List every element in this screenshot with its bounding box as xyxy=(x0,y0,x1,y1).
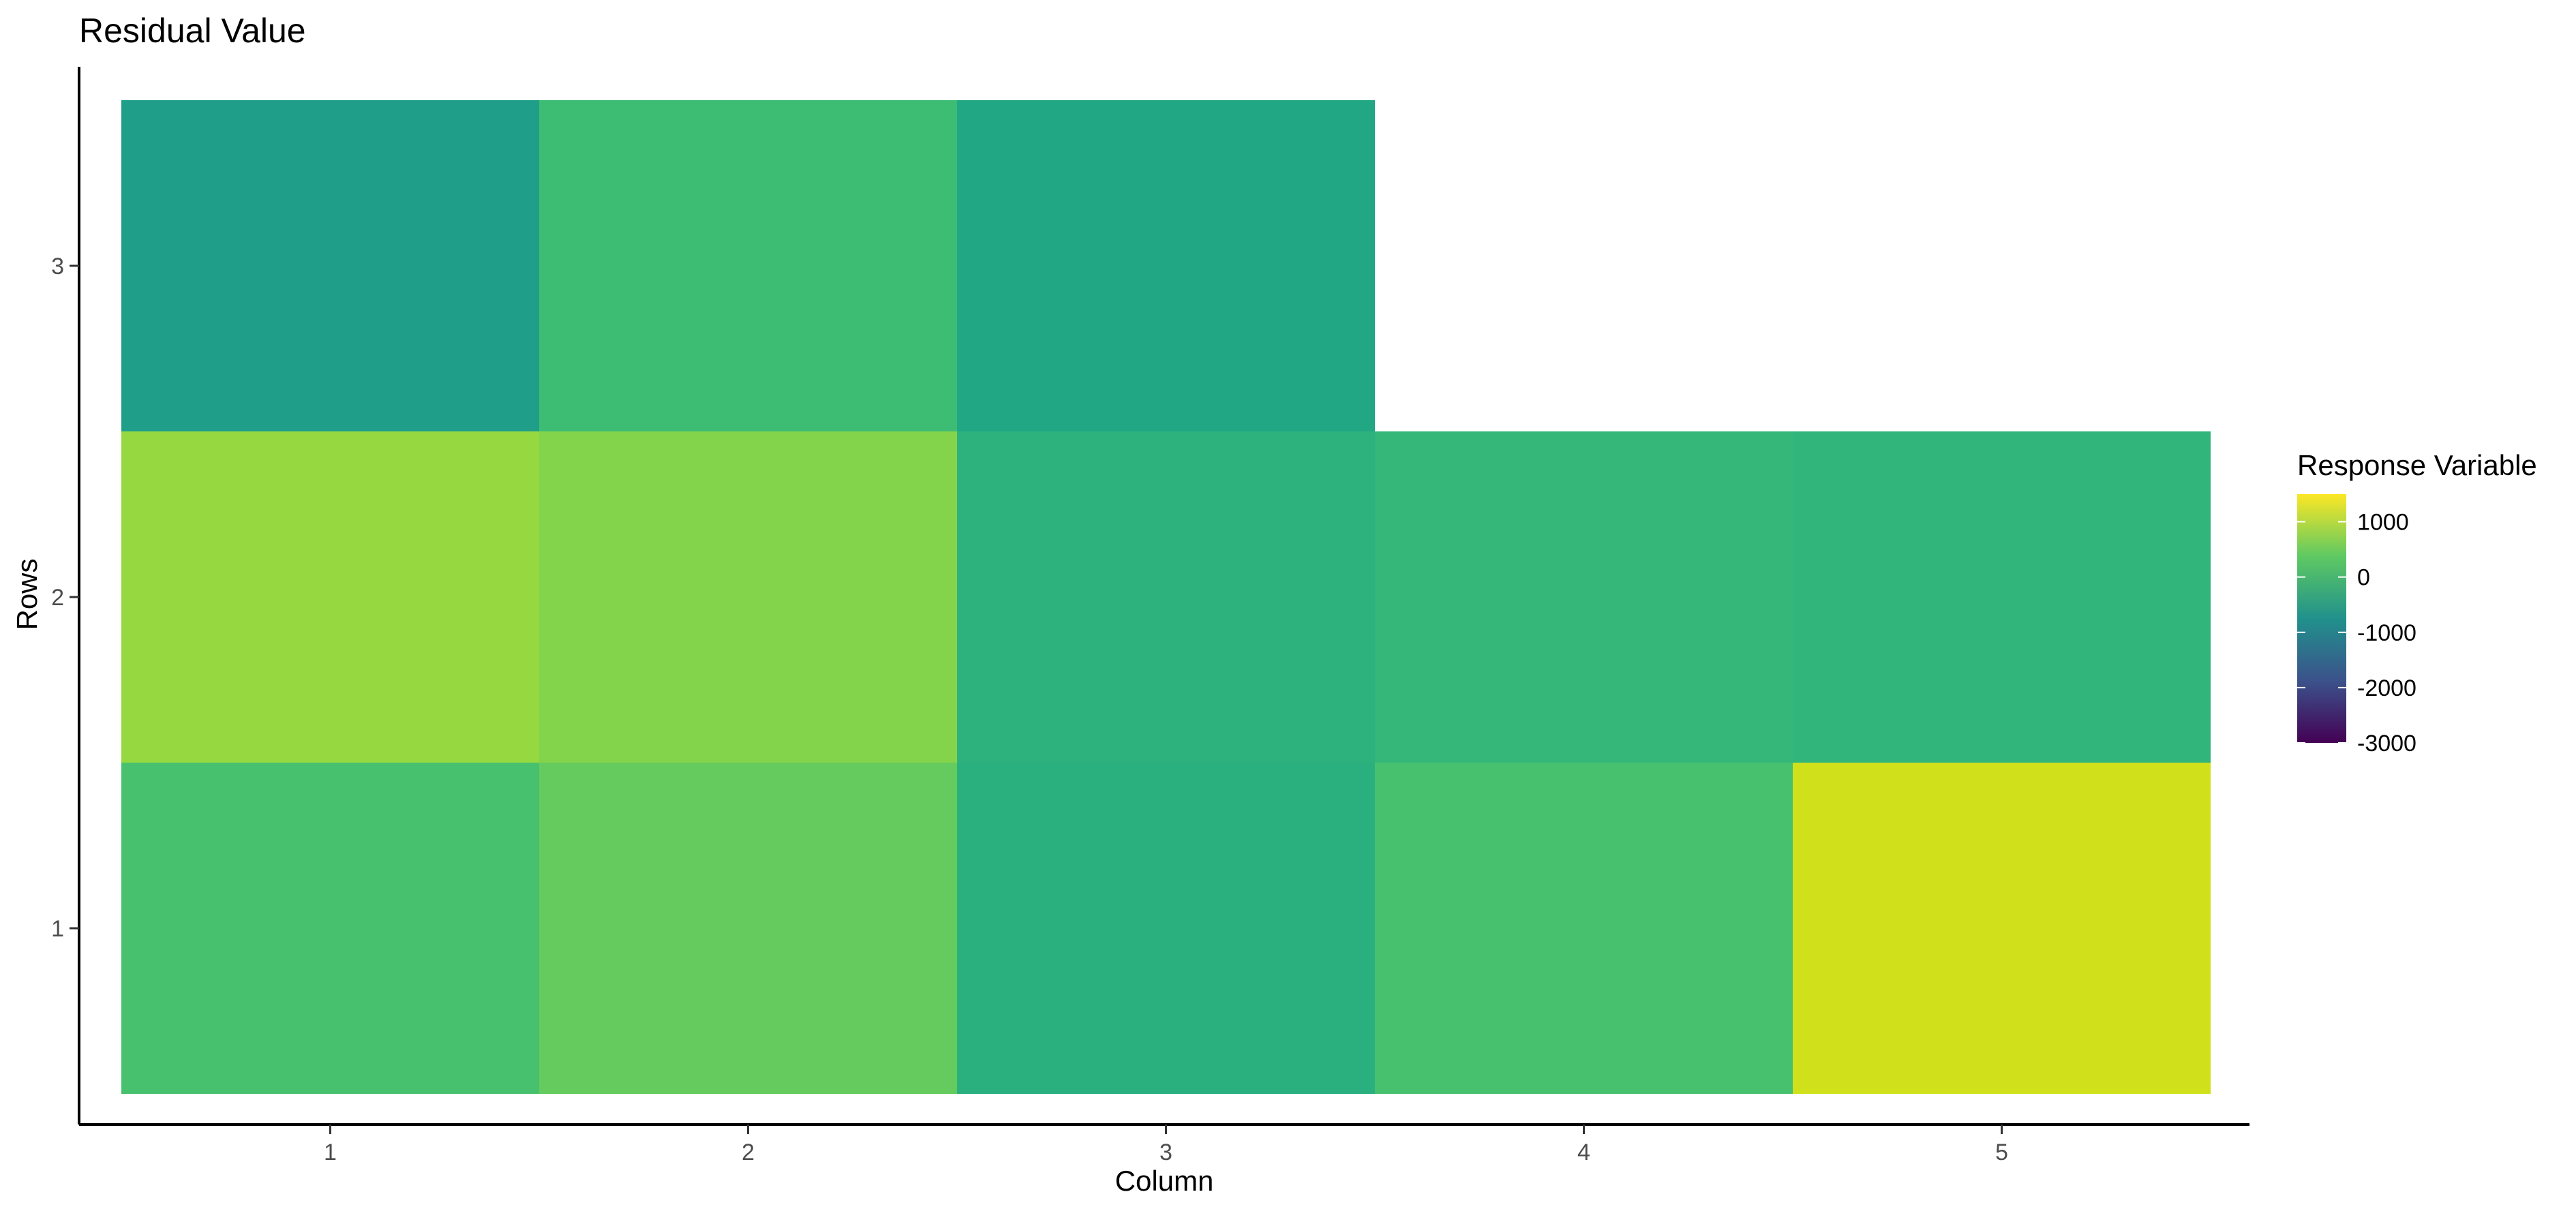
legend-tick-label: -2000 xyxy=(2357,675,2416,701)
x-tick-label: 4 xyxy=(1577,1140,1590,1165)
chart-title: Residual Value xyxy=(79,12,306,50)
heatmap-cell xyxy=(957,763,1375,1094)
heatmap-cell xyxy=(957,431,1375,763)
y-ticks: 1 2 3 xyxy=(51,254,79,942)
y-tick-label: 3 xyxy=(51,254,64,279)
heatmap-cell xyxy=(1793,763,2211,1094)
heatmap-cell xyxy=(1375,431,1793,763)
x-tick-label: 2 xyxy=(742,1140,755,1165)
legend-title: Response Variable xyxy=(2297,449,2537,481)
y-axis-label: Rows xyxy=(11,558,43,630)
x-ticks: 1 2 3 4 5 xyxy=(324,1125,2008,1165)
legend-tick-label: 0 xyxy=(2357,565,2370,591)
y-tick-label: 2 xyxy=(51,585,64,611)
legend-ticks: 1000 0 -1000 -2000 -3000 xyxy=(2297,510,2416,757)
heatmap-cell xyxy=(121,763,539,1094)
heatmap-cell xyxy=(1375,763,1793,1094)
x-tick-label: 5 xyxy=(1995,1140,2008,1165)
heatmap-cell xyxy=(957,100,1375,431)
y-tick-label: 1 xyxy=(51,916,64,942)
legend-tick-label: -1000 xyxy=(2357,620,2416,646)
legend-tick-label: 1000 xyxy=(2357,510,2409,536)
x-tick-label: 3 xyxy=(1160,1140,1172,1165)
heatmap-cell xyxy=(1793,431,2211,763)
legend-colorbar xyxy=(2297,494,2346,743)
heatmap-cell xyxy=(539,431,957,763)
heatmap-cell xyxy=(539,100,957,431)
heatmap-cell xyxy=(121,100,539,431)
legend: Response Variable 1000 0 -1000 -2000 -3000 xyxy=(2297,449,2537,757)
x-tick-label: 1 xyxy=(324,1140,337,1165)
heatmap-cell xyxy=(121,431,539,763)
heatmap-cells xyxy=(121,100,2211,1094)
heatmap-cell xyxy=(539,763,957,1094)
legend-tick-label: -3000 xyxy=(2357,731,2416,757)
x-axis-label: Column xyxy=(1115,1165,1214,1197)
axes xyxy=(78,67,2249,1126)
